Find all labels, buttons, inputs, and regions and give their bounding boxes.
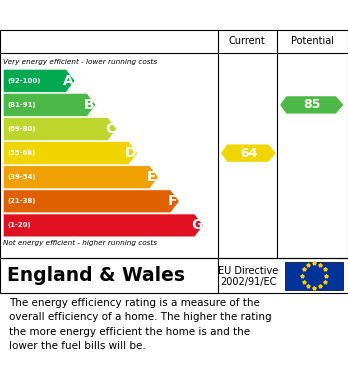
Text: Energy Efficiency Rating: Energy Efficiency Rating [9, 7, 230, 23]
Text: Very energy efficient - lower running costs: Very energy efficient - lower running co… [3, 59, 158, 65]
Text: (21-38): (21-38) [8, 198, 36, 204]
Text: (55-68): (55-68) [8, 150, 36, 156]
Text: (92-100): (92-100) [8, 78, 41, 84]
Text: D: D [125, 146, 137, 160]
Text: England & Wales: England & Wales [7, 266, 185, 285]
Text: 2002/91/EC: 2002/91/EC [220, 278, 276, 287]
Text: 64: 64 [240, 147, 257, 160]
Text: E: E [147, 170, 157, 184]
Text: (39-54): (39-54) [8, 174, 36, 180]
Text: B: B [84, 98, 94, 112]
Polygon shape [3, 214, 203, 237]
Bar [285, 262, 343, 289]
Polygon shape [280, 96, 343, 114]
Text: Potential: Potential [291, 36, 334, 47]
Text: A: A [63, 74, 73, 88]
Polygon shape [3, 166, 158, 188]
Text: F: F [168, 194, 177, 208]
Polygon shape [3, 93, 96, 116]
Polygon shape [221, 144, 276, 162]
Text: EU Directive: EU Directive [218, 266, 278, 276]
Polygon shape [3, 118, 117, 140]
Polygon shape [3, 70, 75, 92]
Text: The energy efficiency rating is a measure of the
overall efficiency of a home. T: The energy efficiency rating is a measur… [9, 298, 271, 351]
Polygon shape [3, 142, 137, 165]
Text: 85: 85 [303, 99, 320, 111]
Text: (1-20): (1-20) [8, 222, 31, 228]
Text: G: G [191, 219, 202, 232]
Text: (81-91): (81-91) [8, 102, 36, 108]
Text: Not energy efficient - higher running costs: Not energy efficient - higher running co… [3, 240, 158, 246]
Polygon shape [3, 190, 179, 213]
Text: Current: Current [229, 36, 266, 47]
Text: (69-80): (69-80) [8, 126, 36, 132]
Text: C: C [105, 122, 115, 136]
